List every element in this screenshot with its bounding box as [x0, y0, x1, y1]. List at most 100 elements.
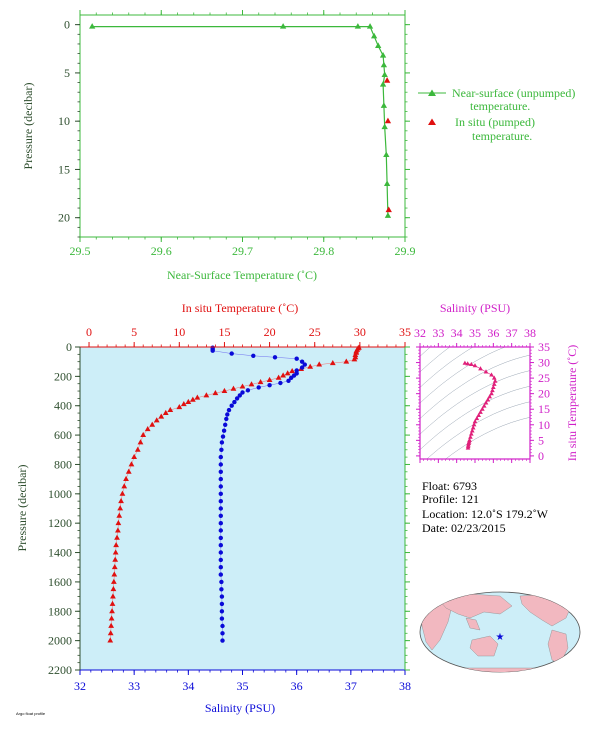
- ts-point: [487, 394, 493, 399]
- ts-point: [468, 361, 474, 366]
- salinity-profile-point: [240, 390, 245, 395]
- profile-number: Profile: 121: [422, 492, 479, 506]
- ts-x-tick-label: 38: [524, 326, 536, 340]
- ts-point: [474, 415, 480, 421]
- legend-pumped-label-line2: temperature.: [472, 129, 532, 143]
- ts-y-tick-label: 0: [538, 449, 544, 463]
- temperature-profile-point: [266, 376, 273, 382]
- ts-point: [478, 366, 483, 371]
- profile-top-tick-label: 20: [264, 325, 276, 339]
- ts-point: [485, 397, 491, 402]
- profile-bottom-tick-label: 36: [291, 679, 303, 693]
- ts-x-tick-label: 33: [432, 326, 444, 340]
- salinity-profile-point: [218, 454, 223, 460]
- salinity-profile-point: [225, 412, 230, 417]
- near-surface-x-tick-label: 29.7: [232, 244, 253, 258]
- salinity-profile-point: [219, 440, 225, 445]
- map-land-australia: [469, 635, 499, 657]
- profile-y-tick-label: 1800: [48, 604, 72, 618]
- near-surface-y-tick-label: 0: [64, 18, 70, 32]
- near-surface-y-tick-label: 5: [64, 66, 70, 80]
- near-surface-x-tick-label: 29.8: [313, 244, 334, 258]
- salinity-profile-point: [218, 565, 223, 570]
- near-surface-unpumped-point: [354, 23, 362, 29]
- temperature-profile-point: [107, 637, 114, 643]
- ts-point: [472, 363, 478, 368]
- ts-point: [465, 445, 471, 450]
- temperature-profile-point: [203, 392, 210, 398]
- temperature-profile-point: [110, 578, 117, 584]
- temperature-profile-point: [108, 615, 115, 621]
- temperature-profile-point: [117, 505, 124, 511]
- ts-x-tick-label: 36: [487, 326, 499, 340]
- ts-point: [468, 431, 474, 436]
- profile-top-tick-label: 10: [173, 325, 185, 339]
- temperature-profile-point: [109, 600, 116, 606]
- world-map: ★: [419, 591, 581, 673]
- temperature-profile-point: [115, 527, 121, 533]
- temperature-profile-point: [343, 358, 350, 364]
- near-surface-chart: 29.5 29.6 29.7 29.8 29.9 0 5 10 15 20 Pressure (d…: [21, 10, 575, 282]
- salinity-profile-point: [210, 348, 215, 353]
- temperature-profile-point: [248, 381, 255, 387]
- temperature-profile-point: [153, 417, 160, 423]
- temperature-profile-point: [125, 468, 132, 474]
- ts-point: [472, 419, 478, 424]
- salinity-profile-point: [218, 528, 223, 533]
- salinity-profile-point: [218, 572, 223, 577]
- ts-point: [469, 428, 475, 433]
- legend-unpumped-label-line1: Near-surface (unpumped): [452, 86, 575, 100]
- profile-y-tick-label: 800: [54, 457, 72, 471]
- ts-point: [492, 378, 498, 383]
- map-land-asia: [435, 593, 513, 619]
- legend-marker-pumped: [428, 118, 436, 125]
- profile-top-tick-label: 0: [86, 325, 92, 339]
- salinity-profile-point: [220, 638, 225, 643]
- temperature-profile-point: [110, 593, 116, 599]
- ts-y-tick-label: 30: [538, 356, 550, 370]
- ts-density-contour: [445, 417, 530, 459]
- float-info: Float: 6793 Profile: 121 Location: 12.0˚…: [422, 479, 549, 535]
- salinity-profile-point: [219, 601, 225, 607]
- near-surface-x-axis-label: Near-Surface Temperature (˚C): [167, 268, 317, 282]
- salinity-profile-point: [226, 407, 232, 413]
- temperature-profile-point: [116, 512, 123, 518]
- ts-density-contour: [420, 231, 530, 295]
- temperature-profile-point: [140, 431, 147, 438]
- salinity-profile-point: [218, 521, 223, 526]
- temperature-profile-point: [284, 370, 291, 376]
- salinity-profile-point: [245, 388, 251, 393]
- temperature-profile-point: [115, 519, 122, 526]
- ts-y-tick-label: 5: [538, 433, 544, 447]
- near-surface-unpumped-point: [384, 212, 392, 218]
- ts-density-contour: [420, 354, 530, 419]
- salinity-profile-point: [289, 375, 294, 380]
- temperature-profile-point: [351, 356, 358, 362]
- profile-y-tick-label: 1000: [48, 487, 72, 501]
- salinity-profile-point: [219, 587, 224, 592]
- profile-plot-area: [80, 347, 405, 670]
- profile-bottom-tick-label: 33: [128, 679, 140, 693]
- ts-point: [491, 375, 497, 380]
- salinity-profile-point: [232, 399, 237, 405]
- ts-y-tick-label: 15: [538, 402, 550, 416]
- near-surface-y-tick-label: 15: [58, 162, 70, 176]
- near-surface-unpumped-point: [89, 23, 96, 29]
- ts-density-contour: [420, 347, 451, 373]
- salinity-profile-point: [256, 385, 261, 390]
- temperature-profile-point: [119, 490, 126, 496]
- ts-density-contour: [420, 347, 474, 388]
- ts-point: [483, 400, 489, 405]
- ts-y-tick-label: 10: [538, 418, 550, 432]
- temperature-profile-point: [212, 390, 219, 396]
- salinity-profile-point: [278, 380, 283, 386]
- float-location: Location: 12.0˚S 179.2˚W: [422, 507, 549, 521]
- profile-bottom-tick-label: 32: [74, 679, 86, 693]
- salinity-profile-point: [224, 416, 229, 422]
- profile-bottom-axis-label: Salinity (PSU): [205, 701, 275, 715]
- profile-y-tick-label: 200: [54, 369, 72, 383]
- ts-density-contour: [420, 215, 530, 279]
- salinity-profile-point: [218, 476, 223, 482]
- near-surface-legend: Near-surface (unpumped) temperature. In …: [418, 86, 575, 143]
